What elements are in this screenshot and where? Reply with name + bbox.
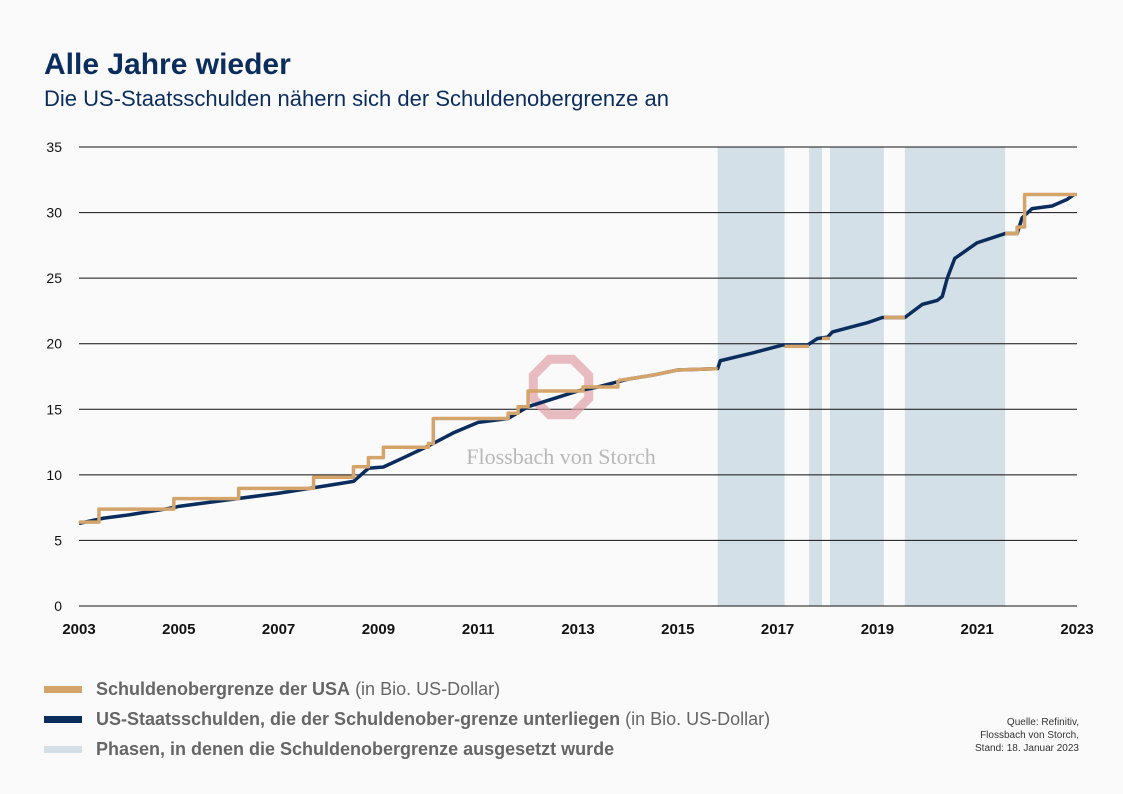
suspension-phase [829,147,884,606]
legend-swatch [44,745,82,753]
legend-item-phases: Phasen, in denen die Schuldenobergrenze … [44,734,770,764]
page-title: Alle Jahre wieder [44,48,291,81]
legend-swatch [44,685,82,693]
legend-item-ceiling: Schuldenobergrenze der USA (in Bio. US-Do… [44,674,770,704]
y-tick-label: 25 [46,270,62,286]
suspension-phase [904,147,1006,606]
y-tick-label: 20 [46,336,62,352]
y-tick-label: 15 [46,401,62,417]
y-tick-label: 5 [54,532,62,548]
debt-ceiling-line [1005,192,1077,236]
suspension-phase [717,147,785,606]
x-tick-label: 2015 [661,621,694,638]
source-line: Quelle: Refinitiv, [1006,717,1079,728]
x-tick-label: 2005 [162,621,195,638]
legend-label: US-Staatsschulden, die der Schuldenober-… [96,708,621,729]
legend-swatch [44,715,82,723]
y-tick-label: 30 [46,205,62,221]
legend-unit: (in Bio. US-Dollar) [355,678,501,699]
legend-label: Schuldenobergrenze der USA [96,678,351,699]
y-tick-label: 10 [46,467,62,483]
page-subtitle: Die US-Staatsschulden nähern sich der Sc… [44,86,669,111]
debt-ceiling-line [617,366,718,383]
debt-ceiling-line [79,380,620,524]
source-line: Flossbach von Storch, [980,730,1079,741]
legend-label: Phasen, in denen die Schuldenobergrenze … [96,738,615,759]
y-tick-label: 35 [46,139,62,155]
legend-item-debt: US-Staatsschulden, die der Schuldenober-… [44,704,770,734]
x-tick-label: 2021 [961,621,994,638]
x-tick-label: 2013 [561,621,594,638]
legend-unit: (in Bio. US-Dollar) [625,708,771,729]
suspension-phase [809,147,823,606]
x-tick-label: 2011 [462,621,495,638]
x-tick-label: 2023 [1060,621,1093,638]
source-note: Quelle: Refinitiv, Flossbach von Storch,… [975,716,1079,755]
y-tick-label: 0 [54,598,62,614]
x-tick-label: 2009 [362,621,395,638]
x-tick-label: 2007 [262,621,295,638]
source-line: Stand: 18. Januar 2023 [975,743,1079,754]
x-tick-label: 2017 [761,621,794,638]
x-tick-label: 2019 [861,621,894,638]
watermark-logo-icon [528,354,594,420]
x-tick-label: 2003 [62,621,95,638]
legend: Schuldenobergrenze der USA (in Bio. US-Do… [44,674,770,764]
watermark-text: Flossbach von Storch [466,444,655,469]
